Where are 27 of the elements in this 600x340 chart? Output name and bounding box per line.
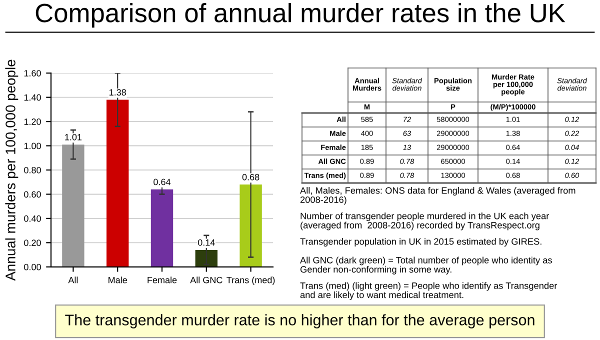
- y-tick-label: 1.60: [24, 70, 41, 76]
- data-label: 1.38: [110, 89, 126, 96]
- x-tick-label: All: [68, 276, 78, 284]
- x-tick-label: All GNC: [190, 276, 222, 284]
- x-tick-label: Female: [148, 276, 177, 284]
- text: All GNC (dark green) = Total number of people who identity as Gender non-conforming in some way.: [300, 256, 552, 274]
- y-tick-label: 1.40: [24, 94, 41, 101]
- y-tick-label: 0.40: [24, 215, 41, 222]
- y-tick-label: 0.00: [24, 264, 41, 270]
- chart-title: Comparison of annual murder rates in the UK: [36, 3, 566, 28]
- y-axis-title: Annual murders per 100,000 people: [5, 60, 18, 281]
- data-label: 1.01: [65, 134, 82, 140]
- text: Number of transgender people murdered in the UK each year (averaged from 2008-2016) recorded by TransRespect.org: [300, 212, 550, 230]
- data-label: 0.14: [198, 239, 215, 246]
- y-tick-label: 0.80: [24, 166, 41, 174]
- text: Transgender population in UK in 2015 estimated by GIRES.: [300, 238, 542, 247]
- y-tick-label: 0.20: [24, 240, 41, 246]
- y-tick-label: 1.20: [24, 118, 41, 125]
- y-tick-label: 0.60: [24, 191, 41, 198]
- y-tick-label: 1.00: [24, 142, 41, 150]
- x-tick-label: Male: [108, 276, 127, 284]
- text: All, Males, Females: ONS data for England & Wales (averaged from 2008-2016): [300, 187, 576, 205]
- data-label: 0.68: [242, 174, 260, 180]
- x-tick-label: Trans (med): [226, 276, 275, 286]
- text: Trans (med) (light green) = People who identify as Transgender and are likely to want medical treatment.: [300, 282, 558, 300]
- text: The transgender murder rate is no higher than for the average person: [65, 314, 534, 328]
- data-label: 0.64: [154, 178, 171, 186]
